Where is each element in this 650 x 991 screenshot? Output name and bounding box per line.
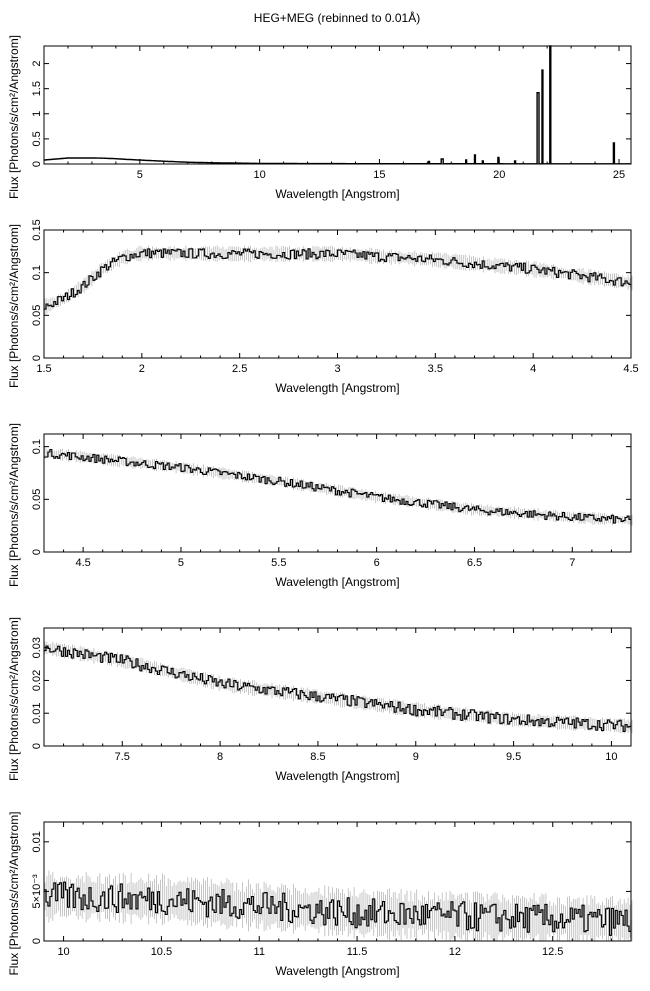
plot-frame — [43, 229, 632, 359]
x-tick-label: 4 — [530, 363, 536, 375]
spectrum-line — [44, 645, 632, 732]
y-axis-label: Flux [Photons/s/cm²/Angstrom] — [7, 423, 21, 587]
spectrum-line — [44, 448, 632, 524]
y-tick-label: 0 — [31, 743, 43, 749]
error-bars — [44, 245, 633, 315]
spectrum-panel: 5 10 15 20 25 0 0.5 1 1.5 2 Wavelength [Angstrom] F… — [7, 35, 632, 201]
x-tick-label: 6 — [374, 557, 380, 569]
error-bars — [44, 870, 633, 941]
x-tick-label: 3 — [334, 363, 340, 375]
x-tick-label: 10 — [57, 946, 69, 958]
y-tick-label: 0.02 — [31, 670, 43, 691]
x-tick-label: 10.5 — [151, 946, 172, 958]
y-tick-label: 0.5 — [31, 131, 43, 146]
x-tick-label: 15 — [373, 169, 385, 181]
x-tick-label: 1.5 — [36, 363, 51, 375]
x-tick-label: 10 — [605, 751, 617, 763]
x-tick-label: 5 — [137, 169, 143, 181]
y-tick-label: 1 — [31, 111, 43, 117]
y-tick-label: 0.01 — [31, 831, 43, 852]
figure-title: HEG+MEG (rebinned to 0.01Å) — [254, 10, 420, 25]
y-tick-label: 5×10⁻³ — [31, 874, 43, 909]
x-tick-label: 11 — [254, 946, 265, 958]
x-tick-label: 6.5 — [467, 557, 482, 569]
plot-frame — [43, 45, 632, 165]
x-tick-label: 11.5 — [347, 946, 368, 958]
x-axis-label: Wavelength [Angstrom] — [275, 575, 399, 589]
x-axis-label: Wavelength [Angstrom] — [275, 187, 399, 201]
plot-frame — [43, 627, 632, 747]
spectrum-line — [44, 248, 632, 310]
x-tick-label: 8.5 — [310, 751, 325, 763]
x-tick-label: 5 — [178, 557, 184, 569]
spectrum-panel: 7.5 8 8.5 9 9.5 10 0 0.01 0.02 0.03 Wavelength [An… — [7, 617, 633, 783]
y-tick-label: 0 — [31, 938, 43, 944]
y-axis-label: Flux [Photons/s/cm²/Angstrom] — [7, 35, 21, 199]
error-bars — [44, 447, 633, 526]
spectrum-line — [44, 881, 632, 936]
x-tick-label: 3.5 — [428, 363, 443, 375]
x-tick-label: 7.5 — [115, 751, 130, 763]
y-tick-label: 1.5 — [31, 81, 43, 96]
y-tick-label: 0.01 — [31, 703, 43, 724]
x-axis-label: Wavelength [Angstrom] — [275, 381, 399, 395]
y-tick-label: 0.05 — [31, 305, 43, 326]
x-tick-label: 10 — [254, 169, 266, 181]
x-tick-label: 12.5 — [542, 946, 563, 958]
y-tick-label: 0.03 — [31, 637, 43, 658]
y-tick-label: 0.1 — [31, 439, 43, 454]
x-axis-label: Wavelength [Angstrom] — [275, 769, 399, 783]
y-tick-label: 2 — [31, 61, 43, 67]
y-tick-label: 0.1 — [31, 265, 43, 280]
y-tick-label: 0.15 — [31, 219, 43, 240]
y-tick-label: 0.05 — [31, 489, 43, 510]
y-axis-label: Flux [Photons/s/cm²/Angstrom] — [7, 617, 21, 781]
x-axis-label: Wavelength [Angstrom] — [275, 964, 399, 978]
x-tick-label: 9.5 — [506, 751, 521, 763]
y-tick-label: 0 — [31, 161, 43, 167]
spectrum-panel: 1.5 2 2.5 3 3.5 4 4.5 0 0.05 0.1 0.15 Wavelength [A… — [7, 219, 639, 395]
y-axis-label: Flux [Photons/s/cm²/Angstrom] — [7, 811, 21, 975]
x-tick-label: 5.5 — [271, 557, 286, 569]
x-tick-label: 4.5 — [75, 557, 90, 569]
y-tick-label: 0 — [31, 355, 43, 361]
spectrum-panel: 4.5 5 5.5 6 6.5 7 0 0.05 0.1 Wavelength [Angstrom… — [7, 423, 633, 589]
x-tick-label: 12 — [449, 946, 461, 958]
x-tick-label: 2.5 — [232, 363, 247, 375]
error-bars — [44, 641, 633, 734]
y-tick-label: 0 — [31, 549, 43, 555]
spectrum-line — [44, 45, 631, 165]
x-tick-label: 4.5 — [623, 363, 638, 375]
x-tick-label: 20 — [493, 169, 505, 181]
x-tick-label: 8 — [217, 751, 223, 763]
x-tick-label: 25 — [613, 169, 625, 181]
spectrum-panel: 10 10.5 11 11.5 12 12.5 0 5×10⁻³ 0.01 Wavelength … — [7, 811, 633, 978]
x-tick-label: 2 — [139, 363, 145, 375]
x-tick-label: 7 — [569, 557, 575, 569]
y-axis-label: Flux [Photons/s/cm²/Angstrom] — [7, 224, 21, 388]
x-tick-label: 9 — [413, 751, 419, 763]
